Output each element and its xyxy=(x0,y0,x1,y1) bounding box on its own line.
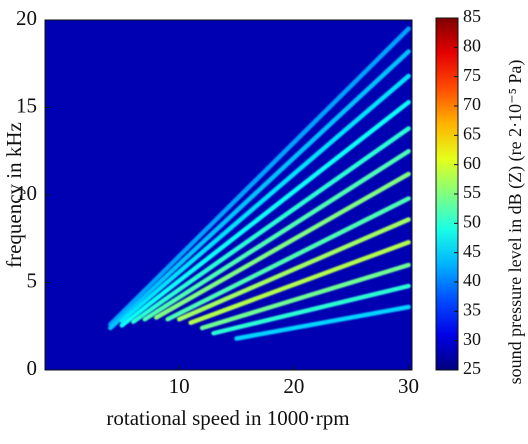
y-tick-label: 20 xyxy=(16,6,37,30)
order-line xyxy=(165,196,411,322)
order-line xyxy=(142,149,411,322)
x-tick-label: 20 xyxy=(283,374,304,398)
colorbar-tick-label: 70 xyxy=(463,94,481,114)
order-line xyxy=(234,304,411,341)
colorbar-label: sound pressure level in dB (Z) (re 2·10⁻… xyxy=(505,60,526,385)
order-line xyxy=(119,73,411,324)
order-line xyxy=(108,26,411,327)
order-line xyxy=(211,283,411,336)
colorbar-tick-label: 35 xyxy=(463,299,481,319)
colorbar: 25 30 35 40 45 50 55 60 65 70 75 80 85 xyxy=(435,6,481,378)
colorbar-tick-label: 60 xyxy=(463,153,481,173)
colorbar-tick-label: 30 xyxy=(463,329,481,349)
colorbar-tick-label: 65 xyxy=(463,123,481,143)
y-tick-label: 10 xyxy=(16,181,37,205)
x-tick-label: 10 xyxy=(169,374,190,398)
order-line xyxy=(153,171,411,320)
colorbar-tick-label: 25 xyxy=(463,358,481,378)
order-line xyxy=(131,126,411,324)
order-line xyxy=(108,49,411,331)
colorbar-tick-label: 80 xyxy=(463,35,481,55)
plot-area xyxy=(45,20,412,370)
y-tick-label: 5 xyxy=(27,268,38,292)
y-tick-label: 15 xyxy=(16,93,37,117)
x-tick-label: 30 xyxy=(398,374,419,398)
heatmap-background xyxy=(45,20,412,370)
x-axis-label: rotational speed in 1000·rpm xyxy=(106,406,349,430)
order-line xyxy=(199,262,411,331)
y-axis-label: frequency in kHz xyxy=(2,122,26,268)
order-line xyxy=(119,100,411,328)
order-line xyxy=(188,240,411,325)
colorbar-tick-label: 45 xyxy=(463,241,481,261)
colorbar-tick-label: 55 xyxy=(463,182,481,202)
colorbar-tick-label: 50 xyxy=(463,211,481,231)
colorbar-tick-label: 85 xyxy=(463,6,481,26)
colorbar-tick-label: 75 xyxy=(463,65,481,85)
order-line xyxy=(176,217,411,322)
y-tick-label: 0 xyxy=(27,356,38,380)
colorbar-tick-label: 40 xyxy=(463,270,481,290)
